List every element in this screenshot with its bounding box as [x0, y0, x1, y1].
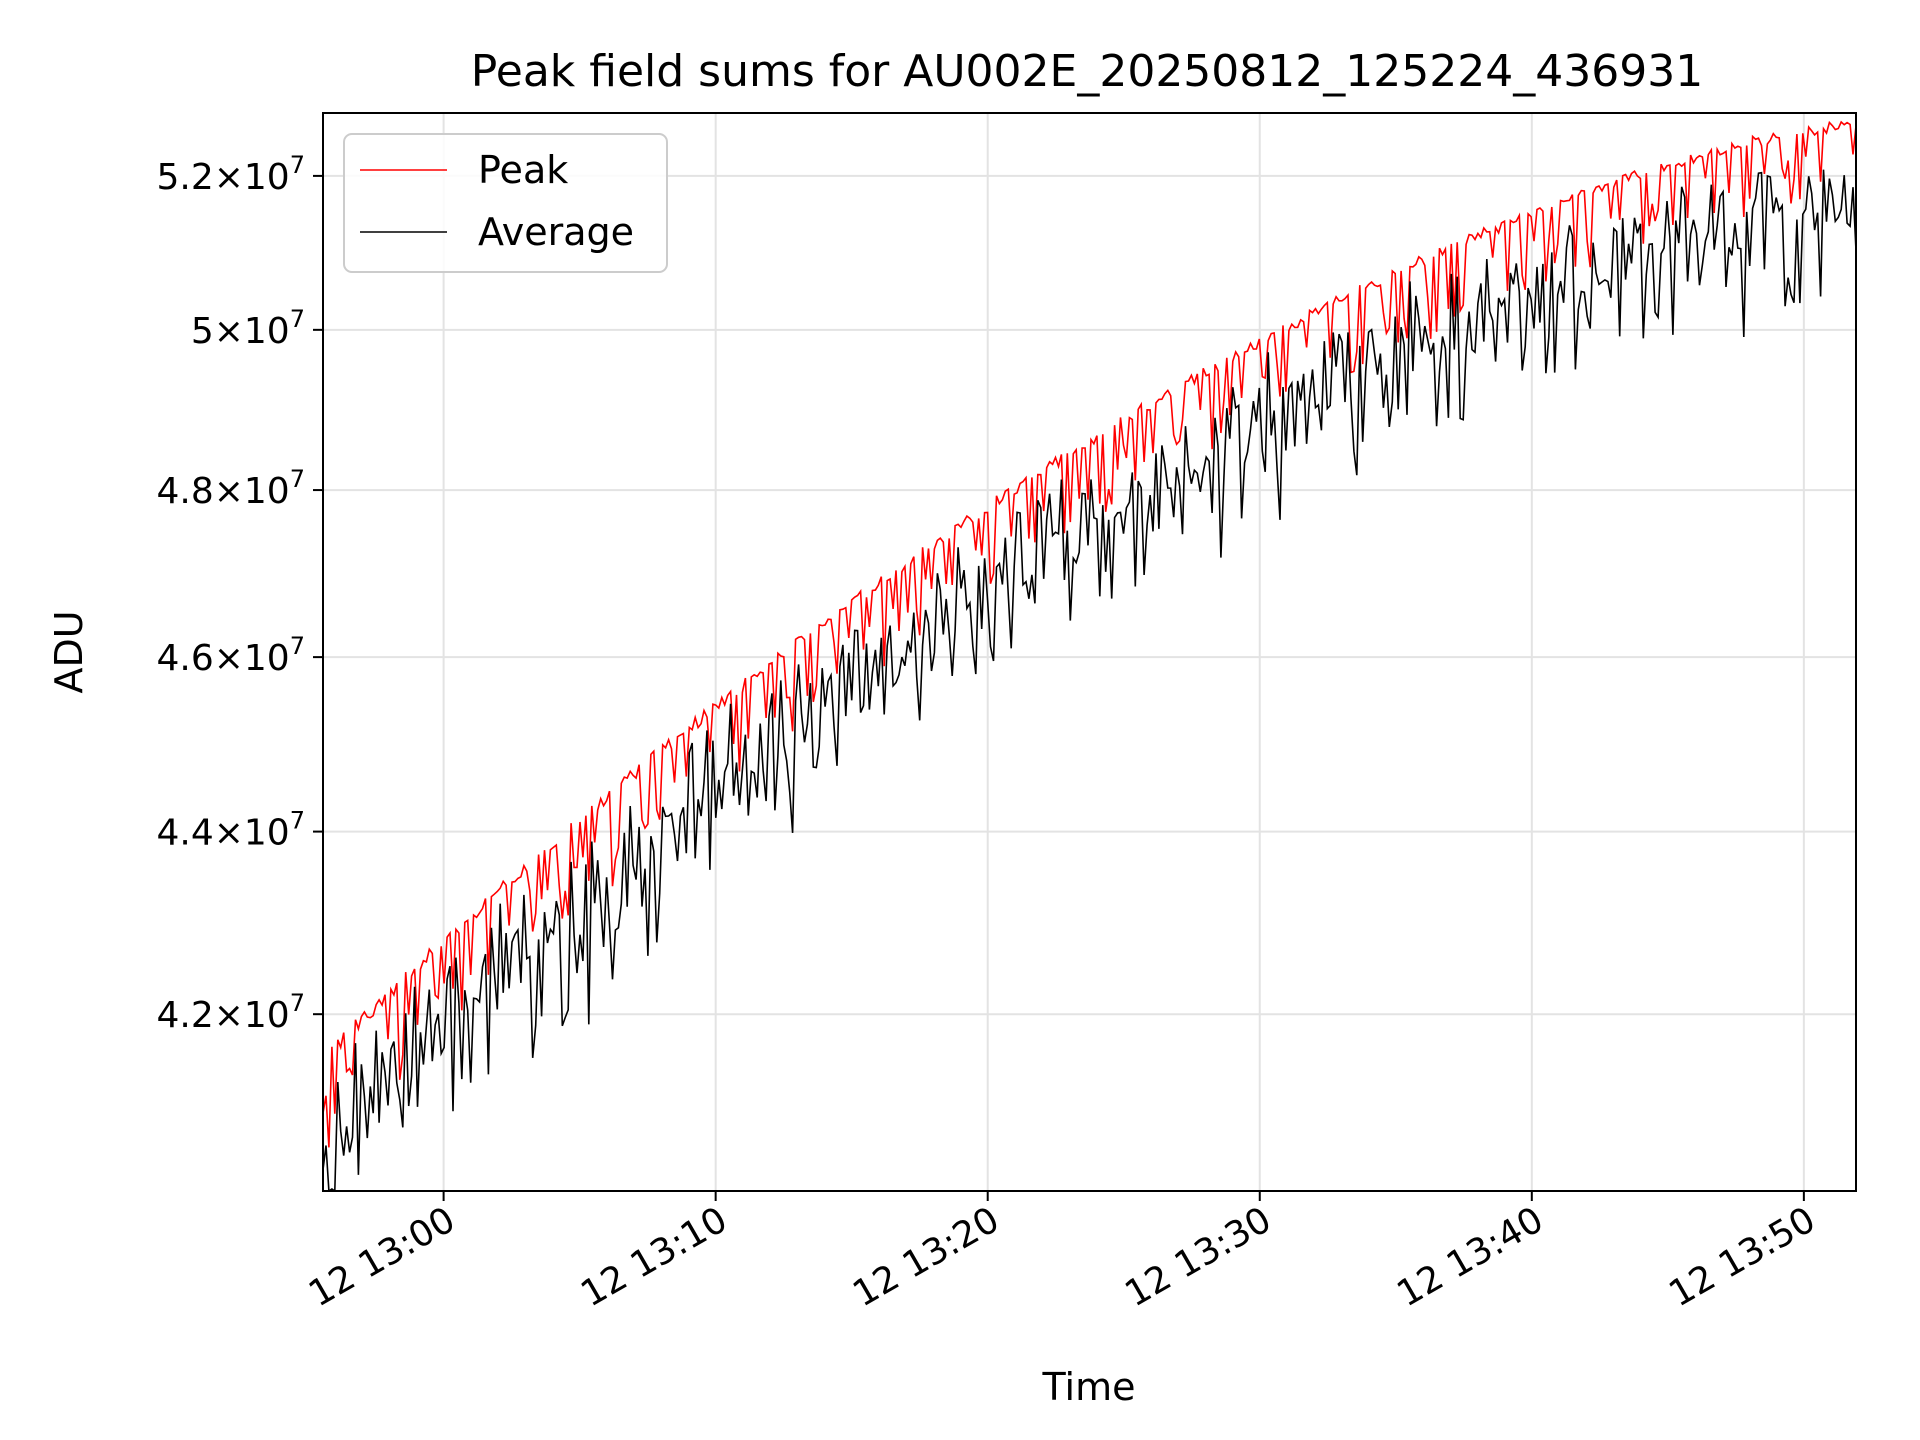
y-tick-label: 5.2×107	[156, 151, 305, 198]
y-axis-label: ADU	[47, 610, 91, 693]
legend-label-peak: Peak	[478, 148, 568, 192]
series-line-average	[323, 169, 1856, 1191]
x-axis-label: Time	[1042, 1365, 1136, 1409]
plot-area	[323, 113, 1856, 1191]
legend-label-average: Average	[478, 210, 634, 254]
y-tick-label: 4.2×107	[156, 989, 305, 1036]
series-lines	[323, 120, 1856, 1191]
y-tick-label: 5×107	[191, 305, 305, 352]
legend-box	[343, 133, 668, 273]
chart-title: Peak field sums for AU002E_20250812_1252…	[471, 46, 1703, 97]
y-tick-label: 4.6×107	[156, 632, 305, 679]
legend: Peak Average	[343, 133, 668, 273]
y-axis-ticks: 4.2×107 4.4×107 4.6×107 4.8×107 5×107 5.2×107	[156, 151, 323, 1036]
y-tick-label: 4.8×107	[156, 465, 305, 512]
plot-frame	[322, 112, 1857, 1192]
series-line-peak	[323, 120, 1856, 1148]
y-tick-label: 4.4×107	[156, 807, 305, 854]
